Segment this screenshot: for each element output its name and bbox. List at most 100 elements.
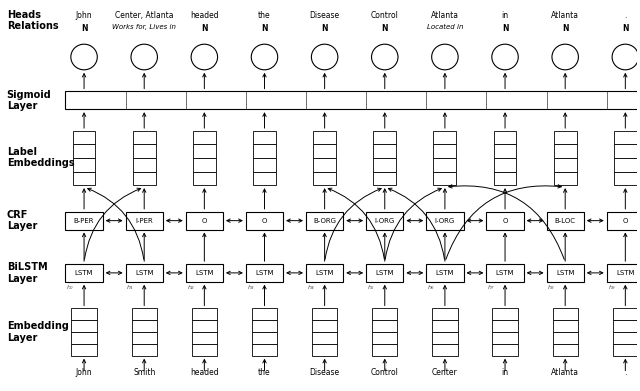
Ellipse shape [431,44,458,70]
Bar [554,145,577,158]
Bar [493,145,516,158]
Bar [432,308,458,320]
Text: Atlanta: Atlanta [551,11,579,20]
Bar [492,332,518,344]
Text: Control: Control [371,368,399,377]
Text: the: the [258,11,271,20]
Bar [193,172,216,185]
Bar [132,332,157,344]
Text: in: in [502,368,509,377]
Bar [492,320,518,332]
Text: h₁: h₁ [127,285,134,290]
Text: O: O [502,218,508,224]
Text: B-ORG: B-ORG [313,218,336,224]
Text: N: N [502,25,508,34]
Bar [72,332,97,344]
Text: N: N [562,25,568,34]
Bar [432,344,458,356]
Bar [612,308,638,320]
Text: h₆: h₆ [428,285,435,290]
Bar [72,158,95,172]
Text: BiLSTM
Layer: BiLSTM Layer [7,262,47,284]
Bar [554,172,577,185]
Ellipse shape [252,44,278,70]
Text: h₃: h₃ [248,285,254,290]
Bar [493,158,516,172]
Text: h₇: h₇ [488,285,495,290]
Bar [186,264,223,282]
Bar [253,172,276,185]
Ellipse shape [372,44,398,70]
Bar [246,212,283,230]
Bar [373,158,396,172]
Bar [313,131,336,145]
Text: Center: Center [432,368,458,377]
Bar [373,172,396,185]
Ellipse shape [612,44,639,70]
Text: LSTM: LSTM [316,270,334,276]
Bar [252,344,277,356]
Text: Center, Atlanta: Center, Atlanta [115,11,173,20]
Text: Heads
Relations: Heads Relations [7,10,58,31]
Text: Atlanta: Atlanta [431,11,459,20]
Text: I-PER: I-PER [135,218,153,224]
Bar [65,264,102,282]
Bar [193,158,216,172]
Text: h₄: h₄ [308,285,314,290]
Text: N: N [622,25,628,34]
Text: Embedding
Layer: Embedding Layer [7,321,68,343]
Text: Sigmoid
Layer: Sigmoid Layer [7,90,51,111]
Bar [313,145,336,158]
Text: LSTM: LSTM [556,270,575,276]
Bar [192,332,217,344]
Bar [426,212,463,230]
Text: LSTM: LSTM [195,270,214,276]
Bar [193,131,216,145]
Bar [492,344,518,356]
Text: O: O [623,218,628,224]
Bar [72,145,95,158]
Bar [65,91,640,109]
Text: Atlanta: Atlanta [551,368,579,377]
Bar [612,344,638,356]
Text: in: in [502,11,509,20]
Bar [366,264,403,282]
Bar [252,332,277,344]
Text: h₉: h₉ [609,285,615,290]
Bar [373,145,396,158]
Text: h₅: h₅ [368,285,374,290]
Text: h₂: h₂ [188,285,194,290]
Bar [192,344,217,356]
Bar [65,212,102,230]
Bar [607,212,640,230]
Bar [72,308,97,320]
Text: LSTM: LSTM [135,270,154,276]
Text: h₈: h₈ [548,285,555,290]
Bar [253,145,276,158]
Bar [132,158,156,172]
Bar [372,344,397,356]
Ellipse shape [191,44,218,70]
Bar [614,158,637,172]
Text: Smith: Smith [133,368,156,377]
Bar [252,308,277,320]
Bar [192,320,217,332]
Text: headed: headed [190,11,219,20]
Bar [552,332,578,344]
Text: LSTM: LSTM [496,270,515,276]
Bar [486,212,524,230]
Bar [612,332,638,344]
Bar [132,344,157,356]
Bar [132,145,156,158]
Ellipse shape [492,44,518,70]
Bar [306,264,343,282]
Text: Works for, Lives in: Works for, Lives in [112,25,176,30]
Bar [125,264,163,282]
Bar [313,172,336,185]
Text: LSTM: LSTM [436,270,454,276]
Bar [426,264,463,282]
Bar [253,158,276,172]
Bar [552,344,578,356]
Bar [432,332,458,344]
Text: O: O [202,218,207,224]
